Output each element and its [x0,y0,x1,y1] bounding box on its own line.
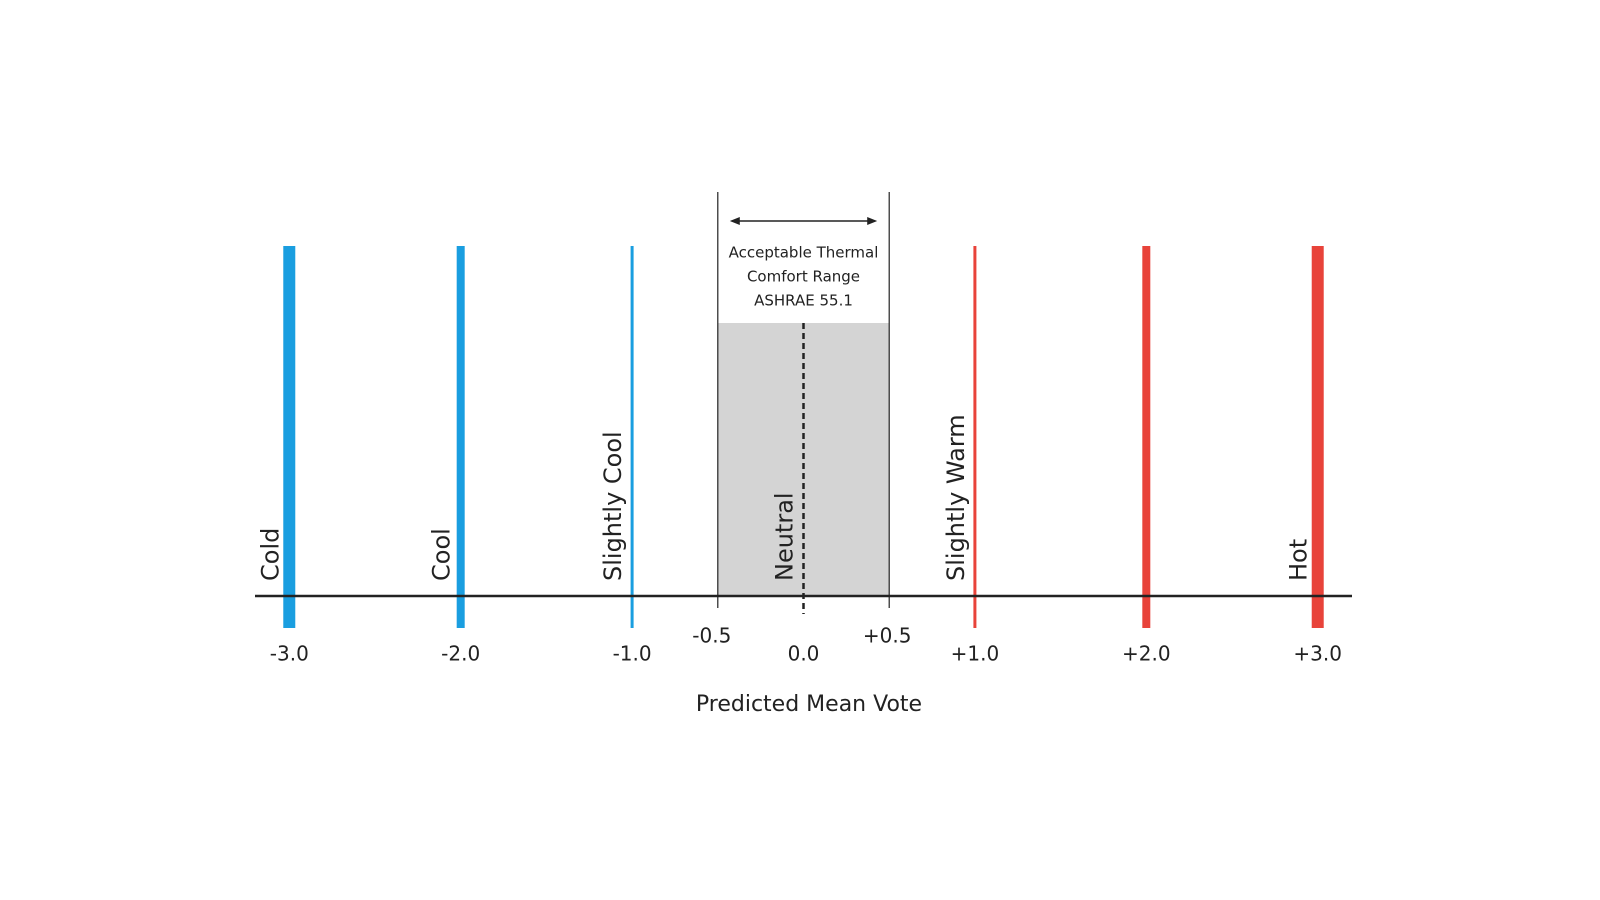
comfort-bound-label: +0.5 [863,624,912,648]
comfort-label: Comfort Range [747,268,860,286]
x-tick-label: +3.0 [1293,642,1342,666]
comfort-label: Acceptable Thermal [729,244,879,262]
level-label: Slightly Cool [599,431,627,581]
level-label: Slightly Warm [942,414,970,581]
comfort-bound-label: -0.5 [692,624,731,648]
x-tick-label: -1.0 [613,642,652,666]
x-tick-label: -2.0 [441,642,480,666]
x-tick-label: +1.0 [951,642,1000,666]
level-label: Cold [256,528,284,581]
comfort-label: ASHRAE 55.1 [754,292,853,310]
x-tick-label: +2.0 [1122,642,1171,666]
x-tick-label: -3.0 [270,642,309,666]
level-label: Neutral [771,492,799,581]
x-axis-label: Predicted Mean Vote [696,692,922,717]
level-label: Hot [1285,539,1313,581]
x-tick-label: 0.0 [788,642,820,666]
level-label: Cool [428,528,456,581]
